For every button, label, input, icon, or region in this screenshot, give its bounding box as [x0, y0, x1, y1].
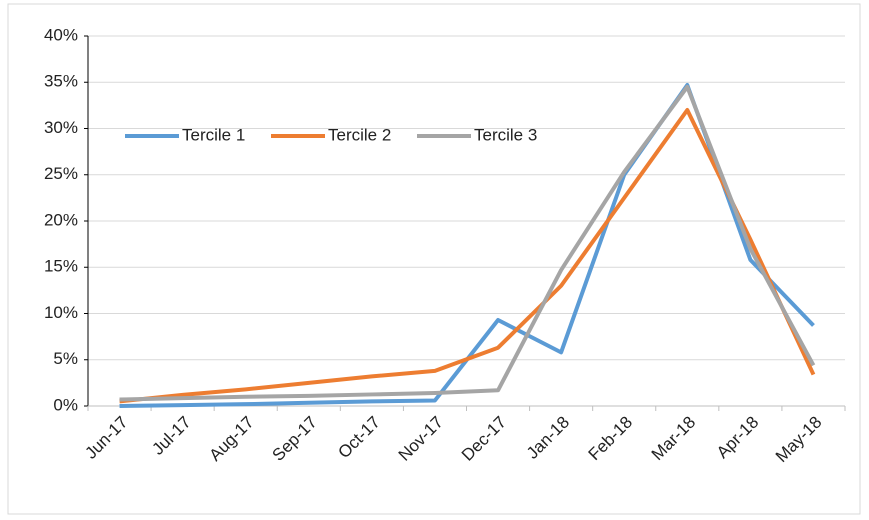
- legend-label: Tercile 2: [328, 125, 391, 144]
- y-tick-label: 30%: [44, 118, 78, 137]
- y-tick-label: 5%: [53, 349, 78, 368]
- series-line: [119, 84, 816, 402]
- legend-label: Tercile 1: [182, 125, 245, 144]
- legend-label: Tercile 3: [474, 125, 537, 144]
- series-line: [119, 108, 816, 404]
- y-tick-label: 25%: [44, 164, 78, 183]
- chart-frame: [7, 3, 861, 515]
- y-tick-label: 35%: [44, 72, 78, 91]
- y-tick-label: 0%: [53, 395, 78, 414]
- y-tick-label: 10%: [44, 303, 78, 322]
- y-tick-label: 15%: [44, 257, 78, 276]
- y-tick-label: 40%: [44, 25, 78, 44]
- y-tick-label: 20%: [44, 210, 78, 229]
